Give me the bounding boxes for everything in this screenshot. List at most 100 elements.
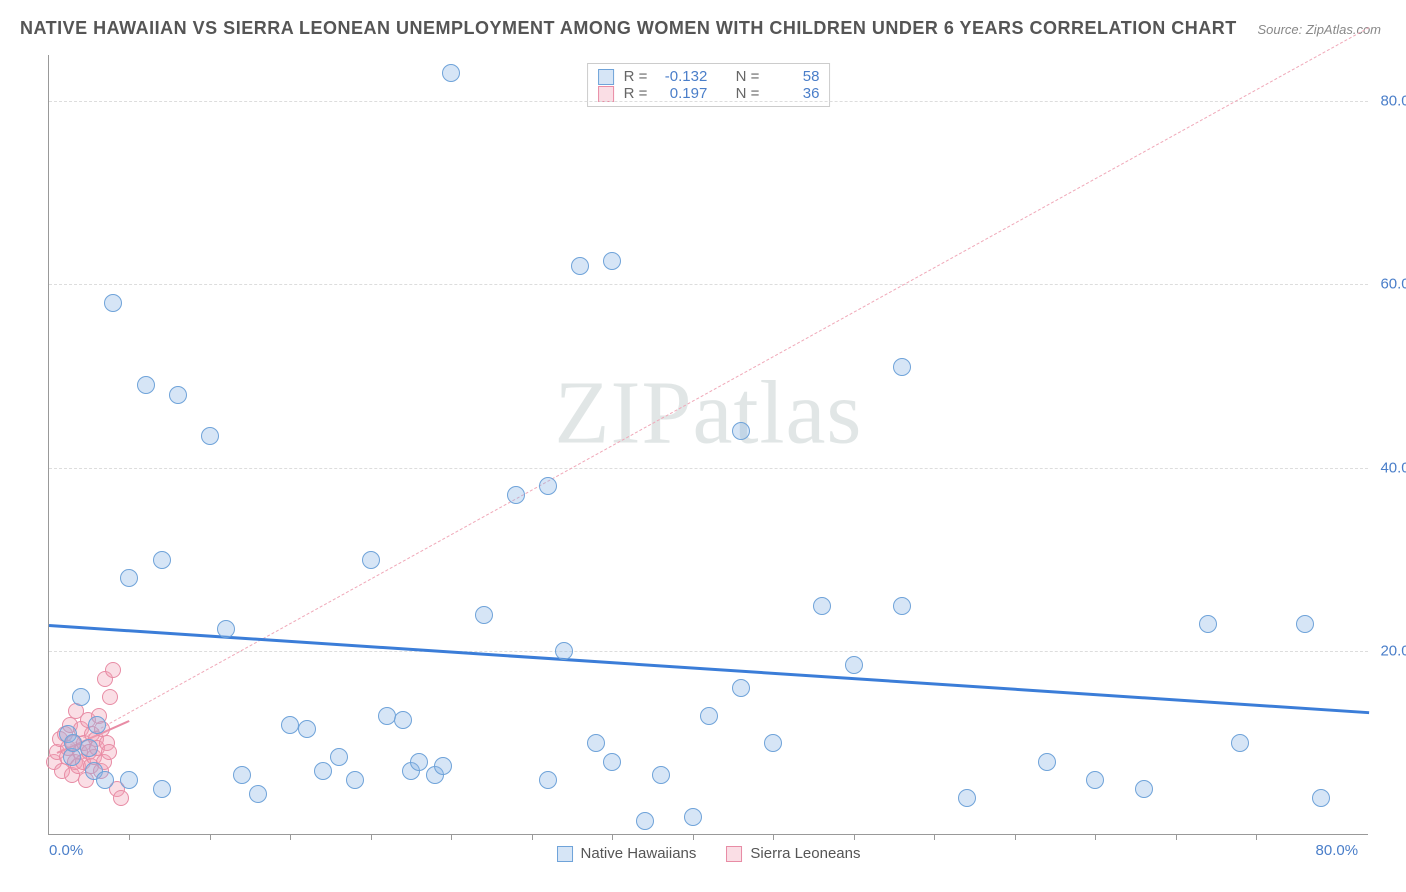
scatter-point-blue	[845, 656, 863, 674]
x-tick	[290, 834, 291, 840]
scatter-point-blue	[394, 711, 412, 729]
x-tick	[1256, 834, 1257, 840]
r-value-pink: 0.197	[657, 85, 707, 102]
scatter-point-blue	[1296, 615, 1314, 633]
scatter-point-blue	[958, 789, 976, 807]
x-tick	[693, 834, 694, 840]
legend-item-sierra-leoneans: Sierra Leoneans	[726, 845, 860, 862]
scatter-point-pink	[105, 662, 121, 678]
scatter-point-blue	[1135, 780, 1153, 798]
scatter-point-blue	[88, 716, 106, 734]
scatter-point-blue	[153, 780, 171, 798]
gridline	[49, 284, 1368, 285]
scatter-point-blue	[153, 551, 171, 569]
scatter-point-blue	[893, 597, 911, 615]
scatter-point-blue	[652, 766, 670, 784]
chart-title: NATIVE HAWAIIAN VS SIERRA LEONEAN UNEMPL…	[20, 18, 1237, 39]
scatter-point-blue	[104, 294, 122, 312]
scatter-point-blue	[764, 734, 782, 752]
n-value-blue: 58	[769, 68, 819, 85]
x-tick-label: 80.0%	[1316, 842, 1359, 859]
scatter-point-blue	[587, 734, 605, 752]
scatter-point-blue	[1086, 771, 1104, 789]
scatter-point-blue	[362, 551, 380, 569]
x-tick	[612, 834, 613, 840]
scatter-point-blue	[507, 486, 525, 504]
scatter-point-blue	[603, 252, 621, 270]
scatter-point-blue	[539, 771, 557, 789]
scatter-point-blue	[813, 597, 831, 615]
scatter-point-blue	[233, 766, 251, 784]
x-tick	[532, 834, 533, 840]
x-tick	[129, 834, 130, 840]
scatter-point-blue	[346, 771, 364, 789]
scatter-point-blue	[137, 376, 155, 394]
scatter-point-pink	[101, 744, 117, 760]
scatter-point-blue	[539, 477, 557, 495]
scatter-point-blue	[1199, 615, 1217, 633]
x-tick	[1095, 834, 1096, 840]
x-tick	[1015, 834, 1016, 840]
scatter-point-blue	[732, 422, 750, 440]
scatter-point-blue	[410, 753, 428, 771]
stats-row-pink: R = 0.197 N = 36	[598, 85, 820, 102]
scatter-point-pink	[102, 689, 118, 705]
scatter-point-blue	[1312, 789, 1330, 807]
swatch-blue-icon	[557, 846, 573, 862]
scatter-point-blue	[298, 720, 316, 738]
swatch-pink-icon	[726, 846, 742, 862]
x-tick-label: 0.0%	[49, 842, 83, 859]
scatter-point-pink	[113, 790, 129, 806]
scatter-point-blue	[684, 808, 702, 826]
y-tick-label: 40.0%	[1380, 459, 1406, 476]
scatter-point-blue	[732, 679, 750, 697]
trend-line-blue	[49, 624, 1369, 714]
x-tick	[1176, 834, 1177, 840]
legend-label: Sierra Leoneans	[750, 845, 860, 862]
legend-item-native-hawaiians: Native Hawaiians	[557, 845, 697, 862]
stats-row-blue: R = -0.132 N = 58	[598, 68, 820, 85]
scatter-point-blue	[571, 257, 589, 275]
scatter-point-blue	[330, 748, 348, 766]
swatch-blue-icon	[598, 69, 614, 85]
r-label: R =	[624, 85, 648, 102]
scatter-point-blue	[72, 688, 90, 706]
y-tick-label: 20.0%	[1380, 643, 1406, 660]
x-tick	[854, 834, 855, 840]
scatter-point-blue	[201, 427, 219, 445]
scatter-point-blue	[217, 620, 235, 638]
scatter-point-blue	[434, 757, 452, 775]
plot-area: ZIPatlas R = -0.132 N = 58 R = 0.197 N =…	[48, 55, 1368, 835]
legend-label: Native Hawaiians	[581, 845, 697, 862]
x-tick	[934, 834, 935, 840]
x-tick	[451, 834, 452, 840]
swatch-pink-icon	[598, 86, 614, 102]
scatter-point-blue	[475, 606, 493, 624]
x-tick	[773, 834, 774, 840]
scatter-point-blue	[442, 64, 460, 82]
r-label: R =	[624, 68, 648, 85]
trend-line-pink-dash	[57, 28, 1369, 754]
gridline	[49, 468, 1368, 469]
gridline	[49, 101, 1368, 102]
scatter-point-blue	[249, 785, 267, 803]
scatter-point-blue	[1038, 753, 1056, 771]
scatter-point-blue	[636, 812, 654, 830]
n-value-pink: 36	[769, 85, 819, 102]
x-tick	[210, 834, 211, 840]
scatter-point-blue	[603, 753, 621, 771]
legend: Native Hawaiians Sierra Leoneans	[557, 845, 861, 862]
scatter-point-blue	[893, 358, 911, 376]
scatter-point-blue	[96, 771, 114, 789]
scatter-point-blue	[314, 762, 332, 780]
scatter-point-blue	[169, 386, 187, 404]
r-value-blue: -0.132	[657, 68, 707, 85]
x-tick	[371, 834, 372, 840]
gridline	[49, 651, 1368, 652]
y-tick-label: 80.0%	[1380, 92, 1406, 109]
scatter-point-blue	[700, 707, 718, 725]
scatter-point-blue	[120, 569, 138, 587]
y-tick-label: 60.0%	[1380, 276, 1406, 293]
scatter-point-blue	[1231, 734, 1249, 752]
scatter-point-blue	[80, 739, 98, 757]
